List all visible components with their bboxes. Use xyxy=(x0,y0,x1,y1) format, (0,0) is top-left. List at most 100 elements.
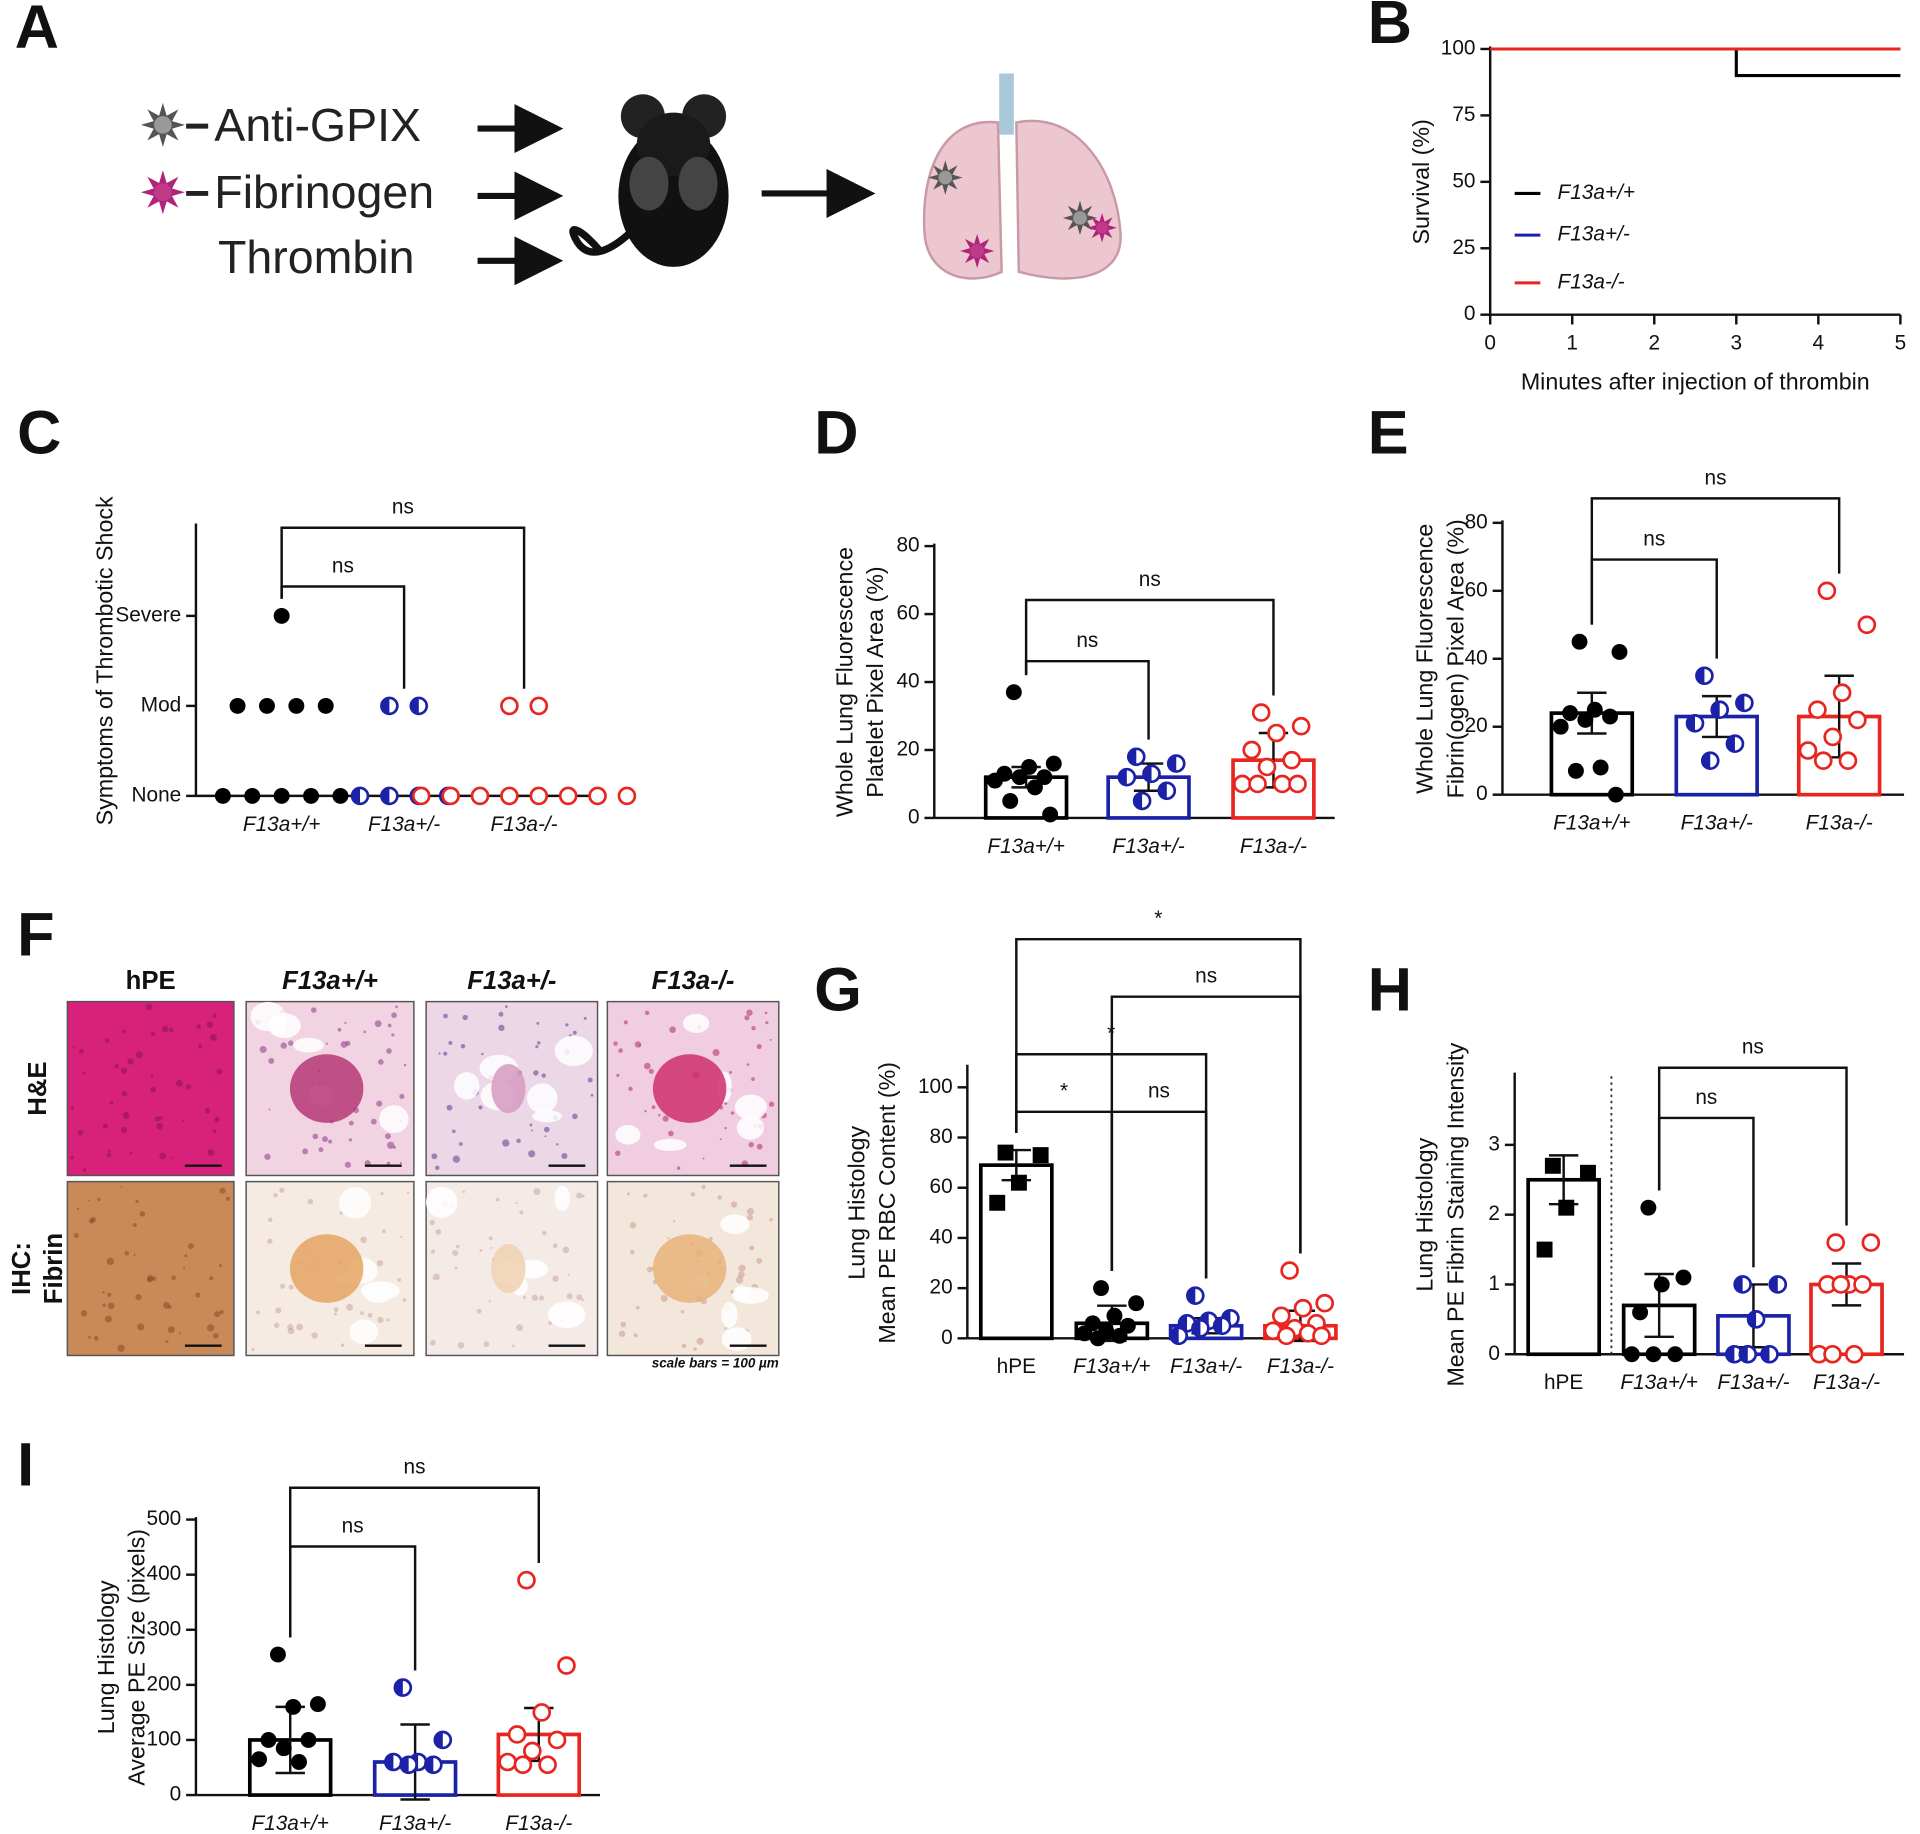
tissue-texture xyxy=(535,1045,539,1049)
tissue-texture xyxy=(264,1153,271,1160)
y-axis-label: Survival (%) xyxy=(1408,119,1434,244)
tissue-texture xyxy=(268,1217,273,1223)
data-point xyxy=(288,697,305,714)
data-point xyxy=(1675,1269,1692,1286)
x-tick-label: F13a+/+ xyxy=(251,1812,328,1834)
tissue-texture xyxy=(541,1073,546,1078)
tissue-texture xyxy=(430,1339,436,1346)
clot xyxy=(289,1234,364,1303)
significance-label: * xyxy=(1060,1080,1068,1103)
data-point xyxy=(529,696,549,716)
marker-half xyxy=(381,697,390,714)
tissue-texture xyxy=(360,1311,364,1315)
tissue-texture xyxy=(214,1116,220,1123)
marker-half xyxy=(410,697,419,714)
significance-bracket xyxy=(1590,558,1718,659)
tissue-texture xyxy=(212,1129,217,1134)
significance-bracket xyxy=(1110,1110,1208,1279)
tissue-texture xyxy=(676,1166,681,1170)
tissue-texture xyxy=(644,1010,650,1016)
tissue-texture xyxy=(121,1090,128,1097)
tissue-texture xyxy=(165,1340,169,1344)
x-tick-label: 5 xyxy=(1895,332,1907,355)
y-tick-label: 60 xyxy=(896,602,919,625)
y-tick-label: 0 xyxy=(941,1326,953,1349)
tissue-texture xyxy=(629,1222,637,1229)
trachea xyxy=(999,73,1014,135)
tissue-texture xyxy=(132,1222,137,1228)
tissue-texture xyxy=(318,1147,324,1153)
tissue-texture xyxy=(328,1139,333,1144)
y-tick-label: 40 xyxy=(896,670,919,693)
x-tick-label: F13a+/- xyxy=(1170,1355,1242,1378)
y-tick-label: None xyxy=(132,783,182,806)
tissue-texture xyxy=(552,1275,559,1282)
data-point xyxy=(1282,750,1302,770)
mouse-tail xyxy=(569,223,640,256)
tissue-texture xyxy=(751,1025,756,1031)
marker-half xyxy=(1769,1276,1778,1293)
tissue-texture xyxy=(196,1024,202,1030)
tissue-texture xyxy=(618,1330,626,1337)
tissue-texture xyxy=(344,1021,347,1025)
tissue-texture xyxy=(102,1123,108,1129)
data-point xyxy=(317,697,334,714)
tissue-texture xyxy=(542,1230,547,1236)
tissue-texture xyxy=(219,1264,223,1268)
significance-bracket xyxy=(288,1545,417,1671)
tissue-texture xyxy=(307,1198,314,1205)
x-tick-label: F13a-/- xyxy=(1240,835,1307,858)
tissue-texture xyxy=(536,1021,540,1025)
tissue-texture xyxy=(274,1322,280,1328)
data-point xyxy=(1291,716,1311,736)
legend-label: F13a+/- xyxy=(1558,223,1630,246)
significance-label: ns xyxy=(332,554,354,577)
tissue-texture xyxy=(651,1105,656,1110)
tissue-texture xyxy=(488,1300,491,1303)
legend-label: F13a+/+ xyxy=(1558,181,1635,204)
data-point xyxy=(1011,769,1028,786)
tissue-texture xyxy=(635,1305,640,1310)
y-axis-label: Lung Histology xyxy=(93,1580,119,1734)
data-point xyxy=(1076,1325,1093,1342)
data-point xyxy=(513,1755,533,1775)
data-point xyxy=(470,786,490,806)
tissue-texture xyxy=(88,1218,94,1224)
tissue-texture xyxy=(280,1042,287,1049)
tissue-texture xyxy=(744,1015,750,1021)
mouse-icon xyxy=(569,94,729,267)
tissue-texture xyxy=(345,1040,351,1046)
tissue-texture xyxy=(690,1192,696,1197)
tissue-texture xyxy=(403,1063,407,1067)
clot xyxy=(652,1234,727,1303)
tissue-texture xyxy=(127,1058,134,1065)
tissue-texture xyxy=(476,1308,482,1314)
legend-label: F13a-/- xyxy=(1558,270,1625,293)
tissue-texture xyxy=(377,1316,384,1324)
tissue-texture xyxy=(175,1079,183,1087)
tissue-texture xyxy=(646,1266,653,1273)
significance-label: ns xyxy=(1705,466,1727,489)
tissue-texture xyxy=(207,1149,215,1156)
y-tick-label: 60 xyxy=(1465,578,1488,601)
tissue-texture xyxy=(106,1153,112,1158)
marker-half xyxy=(352,787,361,804)
tissue-texture xyxy=(122,1112,130,1119)
data-point xyxy=(1602,708,1619,725)
tissue-texture xyxy=(302,1148,309,1155)
significance-label: ns xyxy=(392,496,414,519)
tissue-texture xyxy=(386,1161,391,1166)
data-point xyxy=(532,1703,552,1722)
data-point xyxy=(258,697,275,714)
tissue-texture xyxy=(363,1030,367,1034)
tissue-texture xyxy=(634,1041,642,1048)
tissue-texture xyxy=(452,1155,461,1163)
data-point xyxy=(1611,644,1628,660)
alveolus xyxy=(733,1285,750,1301)
tissue-texture xyxy=(735,1276,744,1284)
tissue-texture xyxy=(360,1236,367,1244)
tissue-texture xyxy=(268,1057,275,1064)
tissue-texture xyxy=(587,1077,593,1083)
y-tick-label: 2 xyxy=(1488,1202,1500,1225)
tissue-texture xyxy=(429,1219,435,1226)
